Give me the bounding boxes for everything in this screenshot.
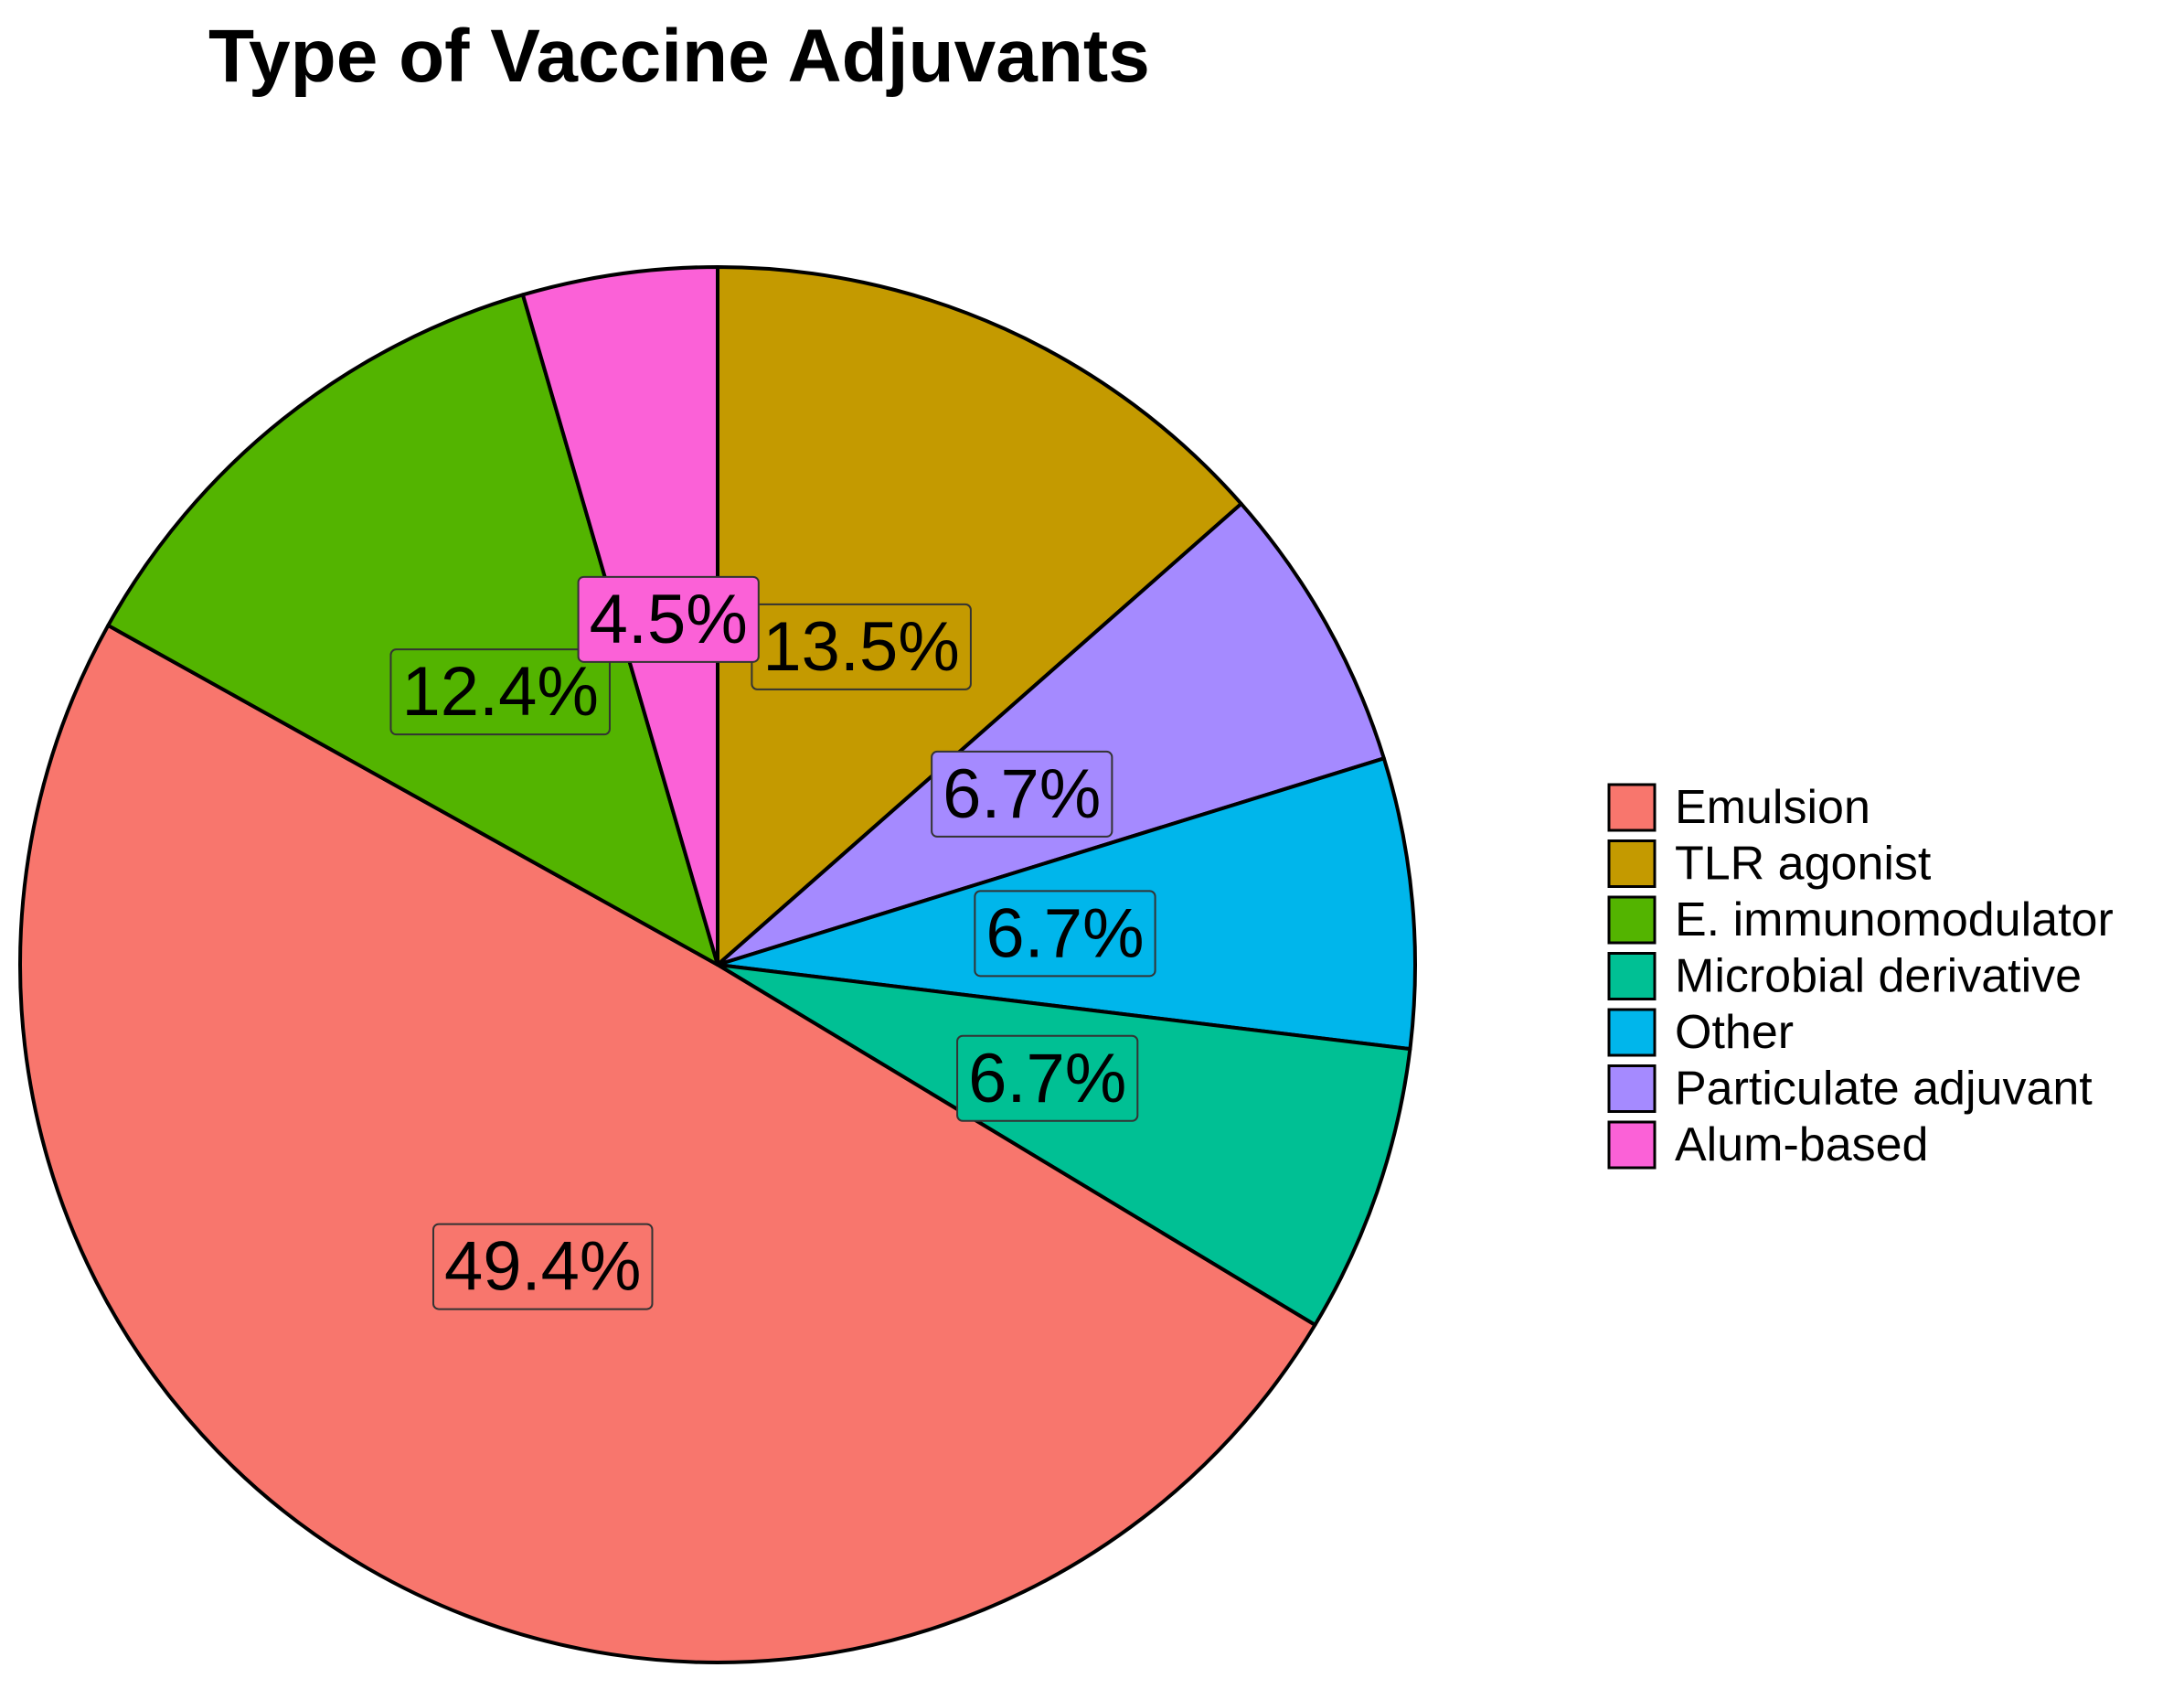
legend-label: Microbial derivative	[1675, 950, 2082, 1003]
slice-label-box	[956, 1034, 1139, 1122]
legend-swatch	[1607, 952, 1657, 1000]
slice-label-text: 13.5%	[762, 608, 960, 686]
slice-label-microbial-derivative: 6.7%	[956, 1034, 1139, 1122]
slice-label-particulate-adjuvant: 6.7%	[931, 750, 1113, 838]
pie-slices	[18, 265, 1417, 1664]
legend-item-microbial-derivative: Microbial derivative	[1607, 950, 2082, 1003]
pie-slice-tlr-agonist	[716, 265, 1243, 967]
legend-label: E. immunomodulator	[1675, 893, 2114, 946]
slice-label-emulsion: 49.4%	[431, 1223, 654, 1310]
slice-label-text: 12.4%	[401, 653, 599, 731]
legend-label: Other	[1675, 1006, 1794, 1059]
legend-swatch	[1607, 839, 1657, 888]
slice-label-alum-based: 4.5%	[577, 575, 760, 663]
slice-label-text: 6.7%	[985, 894, 1144, 972]
legend-swatch	[1607, 1064, 1657, 1113]
pie-slice-emulsion	[18, 623, 1317, 1664]
legend-swatch	[1607, 783, 1657, 832]
slice-label-box	[577, 575, 760, 663]
legend-label: Particulate adjuvant	[1675, 1063, 2093, 1116]
slice-label-text: 6.7%	[968, 1040, 1126, 1117]
slice-label-box	[974, 890, 1156, 978]
slice-label-e-immunomodulator: 12.4%	[389, 648, 611, 736]
slice-labels: 13.5% 6.7% 6.7% 6.7% 49.4% 12.4%4.5%	[389, 575, 1156, 1310]
pie-slice-e-immunomodulator	[106, 293, 719, 967]
slice-label-other: 6.7%	[974, 890, 1156, 978]
slice-label-box	[931, 750, 1113, 838]
legend-item-emulsion: Emulsion	[1607, 781, 1870, 834]
slice-label-tlr-agonist: 13.5%	[751, 603, 972, 690]
legend-item-alum-based: Alum-based	[1607, 1118, 1928, 1171]
pie-slice-microbial-derivative	[716, 963, 1412, 1327]
pie-slice-particulate-adjuvant	[716, 501, 1386, 967]
legend-swatch	[1607, 1008, 1657, 1057]
legend-item-particulate-adjuvant: Particulate adjuvant	[1607, 1063, 2093, 1116]
legend-label: Alum-based	[1675, 1118, 1928, 1171]
legend-item-e-immunomodulator: E. immunomodulator	[1607, 893, 2114, 946]
legend-item-tlr-agonist: TLR agonist	[1607, 838, 1932, 891]
legend-item-other: Other	[1607, 1006, 1794, 1059]
legend-label: TLR agonist	[1675, 838, 1932, 891]
slice-label-text: 49.4%	[444, 1228, 642, 1306]
legend-swatch	[1607, 1120, 1657, 1170]
chart-title: Type of Vaccine Adjuvants	[208, 15, 1150, 98]
slice-label-text: 6.7%	[943, 755, 1101, 833]
slice-label-box	[389, 648, 611, 736]
slice-label-box	[431, 1223, 654, 1310]
legend-swatch	[1607, 895, 1657, 945]
legend-label: Emulsion	[1675, 781, 1870, 834]
slice-label-text: 4.5%	[590, 581, 748, 658]
